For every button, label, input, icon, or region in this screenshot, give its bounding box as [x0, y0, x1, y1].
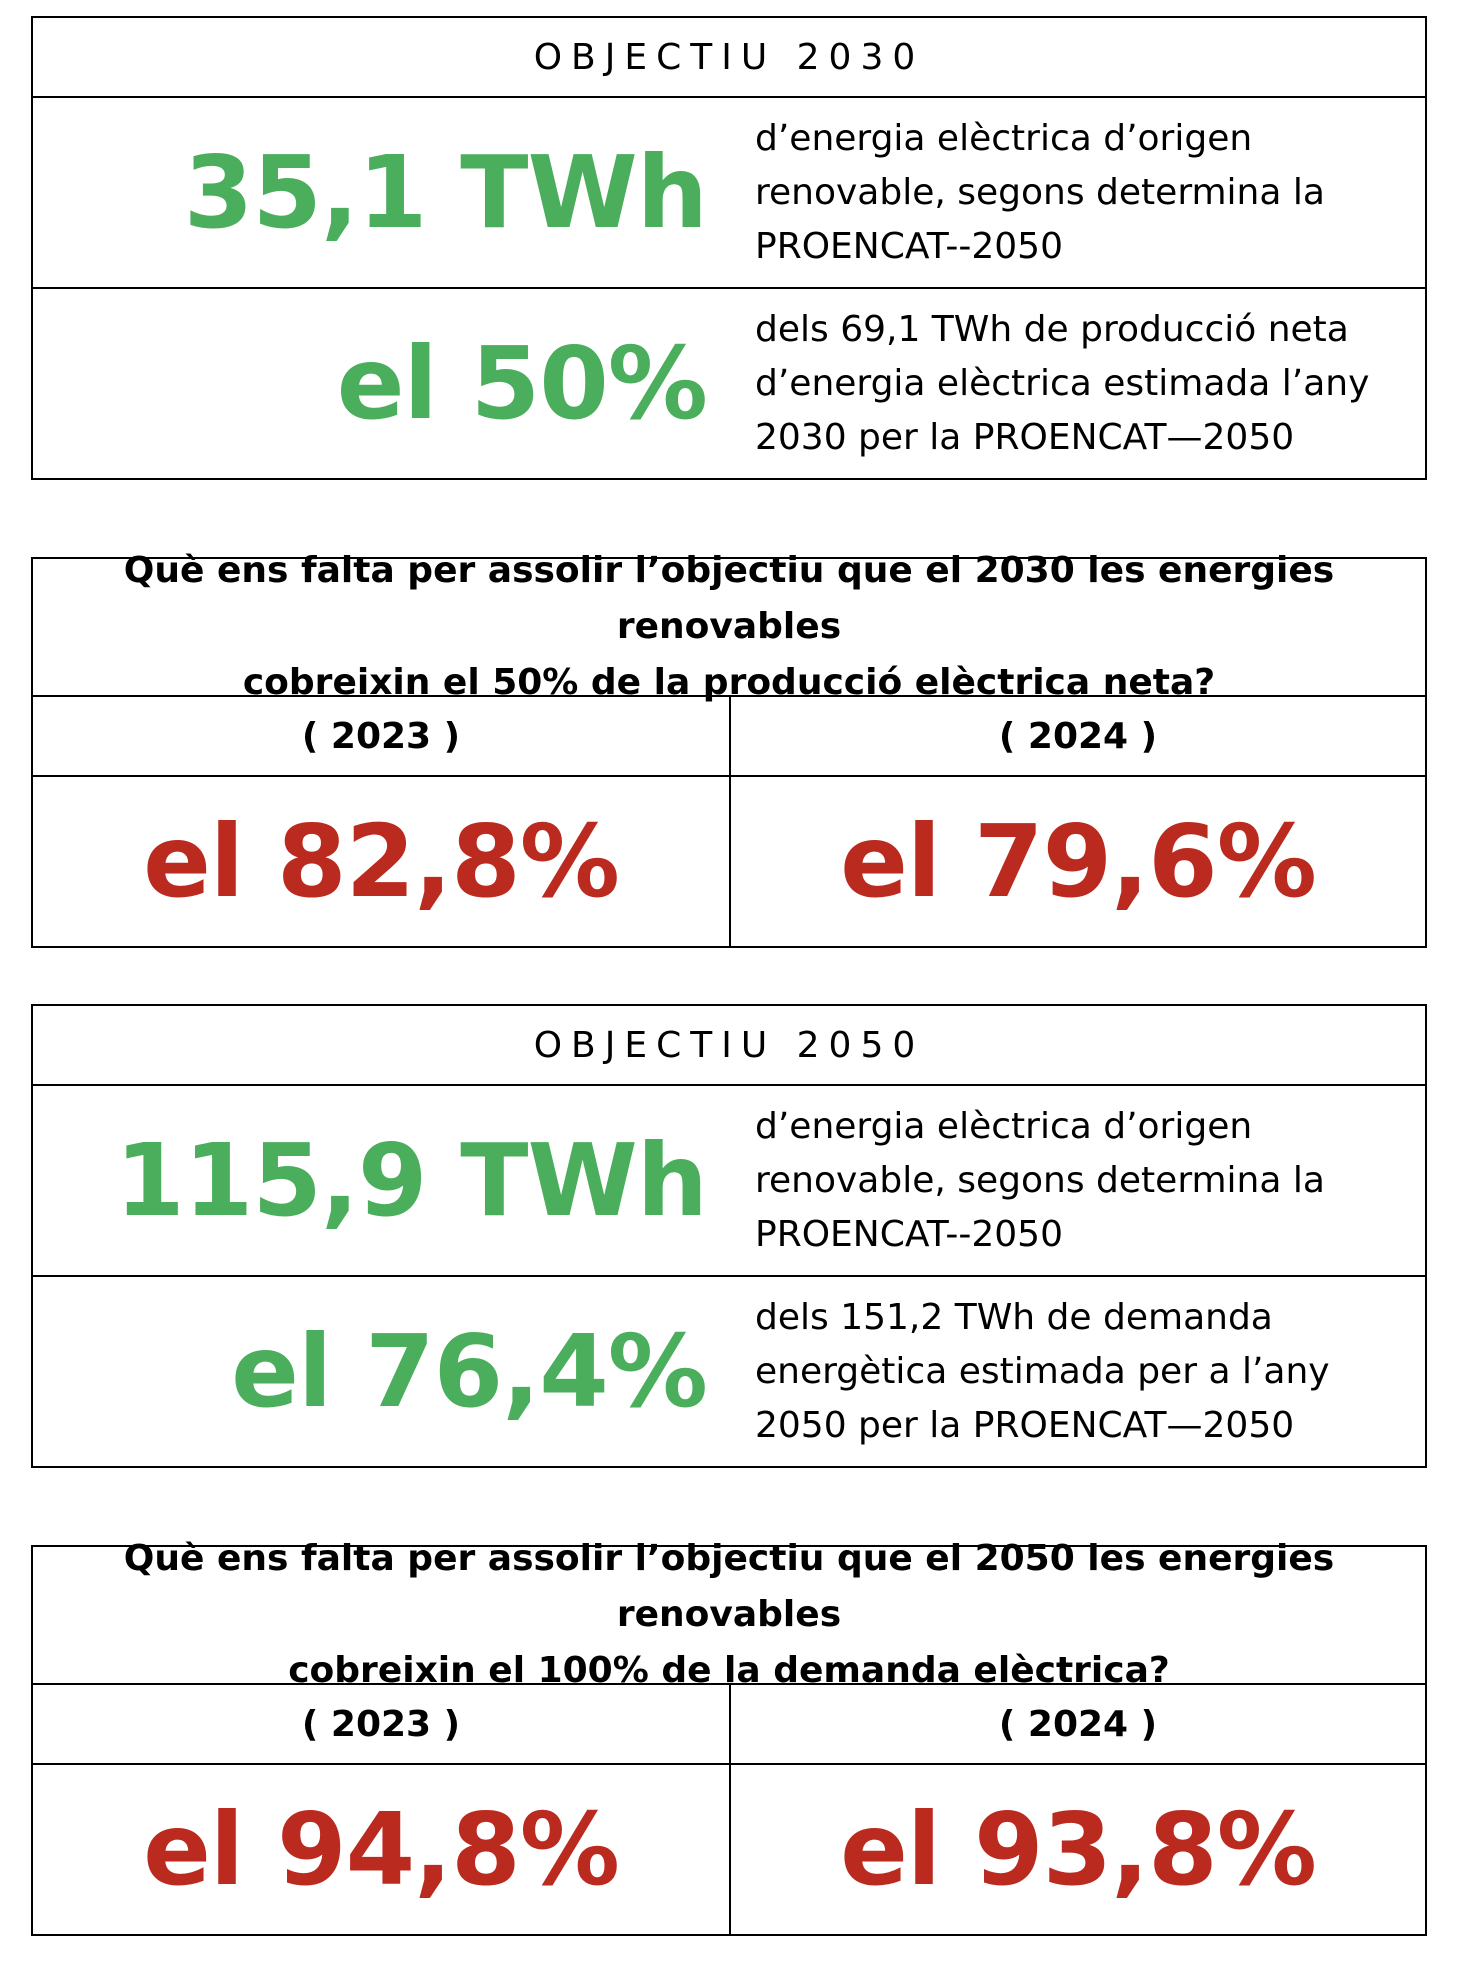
objective-2030-title: OBJECTIU 2030: [533, 36, 925, 78]
question-line: Què ens falta per assolir l’objectiu que…: [123, 550, 1335, 647]
question-line: Què ens falta per assolir l’objectiu que…: [123, 1538, 1335, 1635]
objective-2050-row-percent: el 76,4% dels 151,2 TWh de demanda energ…: [33, 1277, 1425, 1466]
desc-line: PROENCAT--2050: [755, 1213, 1063, 1255]
objective-2030-row-twh: 35,1 TWh d’energia elèctrica d’origen re…: [33, 98, 1425, 289]
desc-line: d’energia elèctrica d’origen: [755, 117, 1253, 159]
objective-2050-header: OBJECTIU 2050: [33, 1006, 1425, 1086]
gap-2050-2023-value: el 94,8%: [143, 1791, 620, 1908]
gap-2050-year-row: ( 2023 ) ( 2024 ): [33, 1685, 1425, 1765]
question-line: cobreixin el 50% de la producció elèctri…: [242, 662, 1216, 703]
gap-2030-2024-value: el 79,6%: [729, 777, 1425, 946]
desc-line: 2050 per la PROENCAT—2050: [755, 1404, 1295, 1446]
gap-2030-table: Què ens falta per assolir l’objectiu que…: [31, 550, 1427, 948]
desc-line: 2030 per la PROENCAT—2050: [755, 416, 1295, 458]
desc-line: PROENCAT--2050: [755, 225, 1063, 267]
gap-2050-value-row: el 94,8% el 93,8%: [33, 1765, 1425, 1934]
desc-line: renovable, segons determina la: [755, 1159, 1325, 1201]
objective-2030-twh-description: d’energia elèctrica d’origen renovable, …: [729, 98, 1425, 287]
objective-2050-percent-description: dels 151,2 TWh de demanda energètica est…: [729, 1277, 1425, 1466]
gap-2050-table: Què ens falta per assolir l’objectiu que…: [31, 1538, 1427, 1936]
desc-line: dels 151,2 TWh de demanda: [755, 1296, 1273, 1338]
question-line: cobreixin el 100% de la demanda elèctric…: [288, 1650, 1170, 1691]
year-2023-label: ( 2023 ): [301, 1703, 461, 1745]
objective-2030-twh-value: 35,1 TWh: [183, 134, 708, 251]
objective-2050-twh-value: 115,9 TWh: [115, 1122, 708, 1239]
objective-2030-percent-value: el 50%: [336, 325, 708, 442]
objective-2050-twh-description: d’energia elèctrica d’origen renovable, …: [729, 1086, 1425, 1275]
objective-2050-title: OBJECTIU 2050: [533, 1024, 925, 1066]
objective-2030-table: OBJECTIU 2030 35,1 TWh d’energia elèctri…: [31, 16, 1427, 480]
year-2024-label: ( 2024 ): [729, 697, 1425, 775]
gap-2050-question: Què ens falta per assolir l’objectiu que…: [33, 1538, 1425, 1691]
desc-line: d’energia elèctrica estimada l’any: [755, 362, 1370, 404]
objective-2030-percent-description: dels 69,1 TWh de producció neta d’energi…: [729, 289, 1425, 478]
desc-line: renovable, segons determina la: [755, 171, 1325, 213]
objective-2050-row-twh: 115,9 TWh d’energia elèctrica d’origen r…: [33, 1086, 1425, 1277]
year-2024-label: ( 2024 ): [729, 1685, 1425, 1763]
desc-line: d’energia elèctrica d’origen: [755, 1105, 1253, 1147]
gap-2030-value-row: el 82,8% el 79,6%: [33, 777, 1425, 946]
desc-line: energètica estimada per a l’any: [755, 1350, 1330, 1392]
gap-2030-question: Què ens falta per assolir l’objectiu que…: [33, 550, 1425, 703]
objective-2050-table: OBJECTIU 2050 115,9 TWh d’energia elèctr…: [31, 1004, 1427, 1468]
gap-2030-2023-value: el 82,8%: [143, 803, 620, 920]
objective-2030-header: OBJECTIU 2030: [33, 18, 1425, 98]
gap-2050-2024-value: el 93,8%: [729, 1765, 1425, 1934]
objective-2030-row-percent: el 50% dels 69,1 TWh de producció neta d…: [33, 289, 1425, 478]
desc-line: dels 69,1 TWh de producció neta: [755, 308, 1349, 350]
year-2023-label: ( 2023 ): [301, 715, 461, 757]
gap-2030-year-row: ( 2023 ) ( 2024 ): [33, 697, 1425, 777]
objective-2050-percent-value: el 76,4%: [231, 1313, 708, 1430]
